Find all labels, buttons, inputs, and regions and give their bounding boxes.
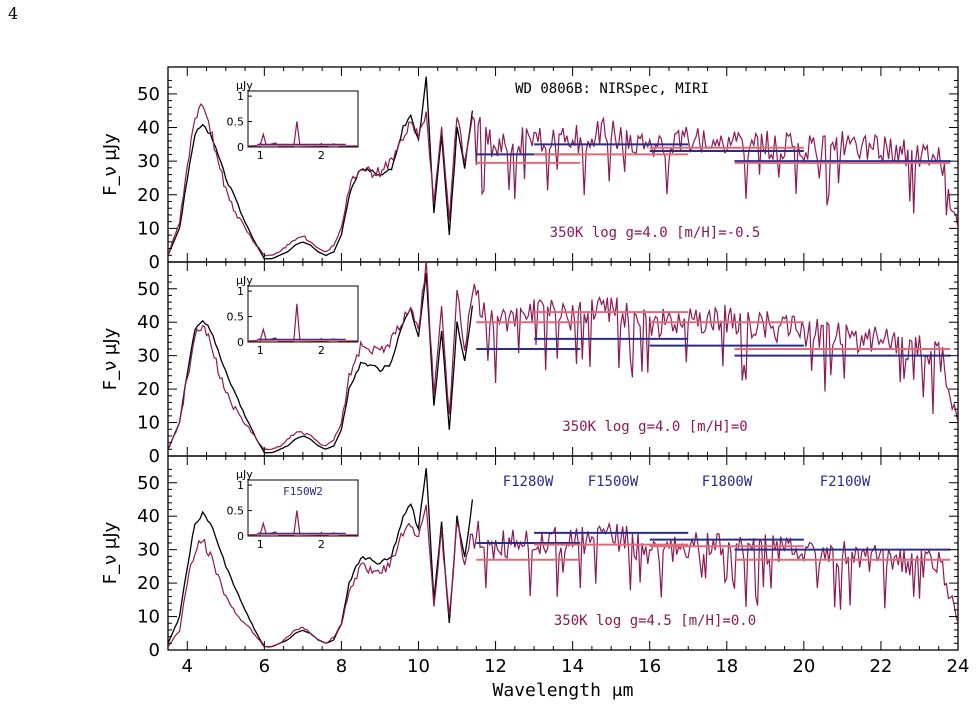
inset-y-tick-label: 0.5 — [227, 311, 245, 324]
y-axis-label: F_ν μJy — [100, 133, 121, 196]
inset-y-label: μJy — [236, 468, 253, 481]
page-number: 4 — [8, 4, 19, 23]
inset-x-tick-label: 1 — [257, 344, 264, 357]
y-axis-label: F_ν μJy — [100, 521, 121, 584]
filter-label: F1800W — [702, 474, 753, 490]
x-tick-label: 22 — [869, 656, 892, 677]
x-ticks — [186, 262, 959, 456]
model-annotation: 350K log g=4.5 [m/H]=0.0 — [554, 613, 756, 629]
inset-y-tick-label: 0 — [237, 336, 244, 349]
inset: 0 0.5 1 1 2 μJy — [227, 79, 359, 162]
y-tick-label: 10 — [137, 413, 160, 434]
x-tick-label: 16 — [638, 656, 661, 677]
y-tick-label: 40 — [137, 312, 160, 333]
inset-y-label: μJy — [236, 79, 253, 92]
model-spectrum — [168, 262, 958, 451]
inset-y-tick-label: 0 — [237, 141, 244, 154]
y-tick-label: 50 — [137, 84, 160, 105]
inset-frame — [247, 479, 359, 537]
inset: 0 0.5 1 1 2 μJy F150W2 — [227, 468, 359, 551]
inset-filter-label: F150W2 — [283, 485, 323, 498]
inset-y-tick-label: 1 — [237, 479, 244, 492]
inset-y-tick-label: 0 — [237, 530, 244, 543]
inset-x-tick-label: 1 — [257, 538, 264, 551]
panel-data — [168, 262, 958, 454]
inset-y-label: μJy — [236, 274, 253, 287]
model-annotation: 350K log g=4.0 [m/H]=-0.5 — [550, 225, 761, 241]
x-tick-label: 24 — [947, 656, 970, 677]
model-annotation: 350K log g=4.0 [m/H]=0 — [562, 419, 747, 435]
inset-frame — [247, 285, 359, 343]
inset-y-tick-label: 1 — [237, 90, 244, 103]
y-tick-label: 20 — [137, 185, 160, 206]
y-tick-label: 0 — [149, 446, 160, 467]
x-axis-label: Wavelength μm — [493, 680, 634, 701]
inset-y-tick-label: 0.5 — [227, 116, 245, 129]
observed-spectrum — [168, 272, 474, 454]
y-tick-label: 10 — [137, 218, 160, 239]
inset-x-tick-label: 2 — [318, 538, 325, 551]
inset-x-tick-label: 2 — [318, 149, 325, 162]
x-tick-label: 14 — [561, 656, 584, 677]
y-axis-label: F_ν μJy — [100, 327, 121, 390]
y-tick-label: 0 — [149, 640, 160, 661]
filter-label: F1280W — [503, 474, 554, 490]
inset-y-tick-label: 1 — [237, 285, 244, 298]
model-spectrum — [168, 103, 958, 257]
inset-x-tick-label: 2 — [318, 344, 325, 357]
y-tick-label: 20 — [137, 379, 160, 400]
inset: 0 0.5 1 1 2 μJy — [227, 274, 359, 357]
chart-title: WD 0806B: NIRSpec, MIRI — [515, 81, 709, 97]
inset-x-tick-label: 1 — [257, 149, 264, 162]
filter-label: F2100W — [820, 474, 871, 490]
x-tick-label: 8 — [336, 656, 347, 677]
filter-label: F1500W — [588, 474, 639, 490]
y-tick-label: 10 — [137, 607, 160, 628]
y-tick-label: 0 — [149, 252, 160, 273]
x-tick-label: 4 — [182, 656, 193, 677]
inset-frame — [247, 90, 359, 148]
y-tick-label: 30 — [137, 151, 160, 172]
y-tick-label: 20 — [137, 573, 160, 594]
model-spectrum — [168, 504, 958, 648]
y-tick-label: 40 — [137, 118, 160, 139]
y-tick-label: 30 — [137, 346, 160, 367]
y-tick-label: 50 — [137, 279, 160, 300]
panel-data — [168, 76, 958, 260]
y-tick-label: 50 — [137, 473, 160, 494]
x-tick-label: 18 — [715, 656, 738, 677]
y-tick-label: 30 — [137, 540, 160, 561]
x-tick-label: 20 — [792, 656, 815, 677]
x-ticks — [186, 67, 959, 262]
inset-y-tick-label: 0.5 — [227, 505, 245, 518]
panel-frame — [167, 455, 959, 651]
y-tick-label: 40 — [137, 506, 160, 527]
x-tick-label: 12 — [484, 656, 507, 677]
panel-data — [168, 468, 958, 648]
x-tick-label: 10 — [407, 656, 430, 677]
x-ticks: 4 6 8 10 12 14 16 18 20 22 24 — [182, 456, 970, 677]
x-tick-label: 6 — [259, 656, 270, 677]
